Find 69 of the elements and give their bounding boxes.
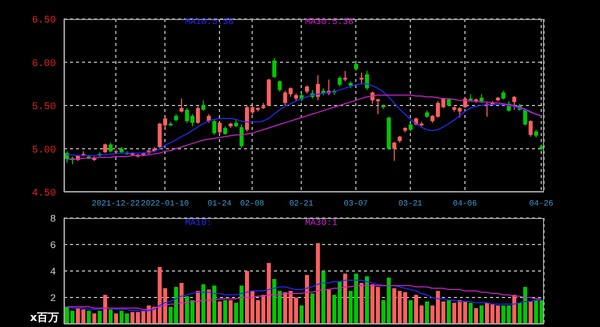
text: MA10: (185, 218, 212, 228)
candlestick (212, 118, 216, 136)
x-tick-label: 04-26 (529, 200, 554, 209)
bar (305, 274, 309, 324)
bar (408, 300, 413, 324)
bar (201, 284, 206, 324)
bar (446, 300, 451, 324)
bar (343, 274, 348, 324)
bar (223, 300, 228, 324)
candlestick (316, 74, 320, 101)
y-tick-label: 8 (50, 214, 56, 226)
bar (425, 301, 429, 324)
candlestick (338, 76, 342, 87)
text: MA10:5.38 (185, 17, 234, 27)
x-tick-label: 03-07 (344, 200, 368, 209)
y-tick-label: 4 (50, 268, 56, 279)
candlestick (108, 142, 113, 153)
x-tick-label: 02-21 (289, 200, 314, 209)
y-tick-label: 6.00 (32, 58, 56, 70)
bar (316, 243, 320, 324)
text: MA30:5.38 (305, 17, 354, 27)
candlestick (278, 80, 282, 92)
candlestick (103, 143, 108, 154)
candlestick (240, 124, 244, 148)
bar (98, 310, 102, 324)
x-tick-label: 2021-12-22 (92, 200, 140, 209)
bar (206, 290, 211, 324)
bar (310, 294, 314, 324)
bar (468, 302, 473, 324)
candlestick (180, 98, 184, 113)
bar (180, 282, 184, 324)
y-tick-label: 2 (50, 294, 56, 306)
x-tick-label: 02-08 (240, 200, 264, 209)
bar (321, 271, 326, 324)
x-tick-label: 04-06 (452, 200, 478, 209)
y-tick-label: 5.50 (32, 102, 56, 114)
bar (300, 305, 304, 324)
candlestick (201, 100, 206, 112)
candlestick (218, 121, 222, 135)
candlestick (196, 106, 200, 124)
y-tick-label: 6.50 (32, 16, 56, 27)
line-series (66, 280, 542, 312)
bar (228, 300, 233, 324)
bar (103, 294, 108, 324)
bar (474, 308, 478, 324)
y-tick-label: 6 (50, 241, 56, 252)
candlestick (365, 70, 369, 90)
x-tick-label: 01-24 (207, 200, 232, 209)
candlestick (392, 141, 396, 162)
bar (196, 290, 200, 324)
bar (365, 276, 369, 324)
candlestick (512, 95, 516, 110)
candlestick (528, 120, 533, 138)
y-axis-title: x百万 (30, 310, 60, 325)
bar (360, 282, 364, 324)
x-tick-label: 03-21 (398, 200, 423, 209)
bar (326, 290, 331, 324)
bar (108, 309, 113, 324)
y-tick-label: 4.50 (32, 188, 56, 200)
x-tick-label: 2022-01-10 (140, 200, 190, 209)
line-series (66, 285, 542, 310)
text: MA30:1 (305, 218, 338, 228)
bar (86, 310, 91, 324)
y-tick-label: 5.00 (32, 145, 56, 156)
candlestick (272, 57, 276, 78)
bar (480, 305, 484, 324)
bar (212, 286, 216, 324)
bar (218, 301, 222, 324)
bar (528, 301, 533, 324)
